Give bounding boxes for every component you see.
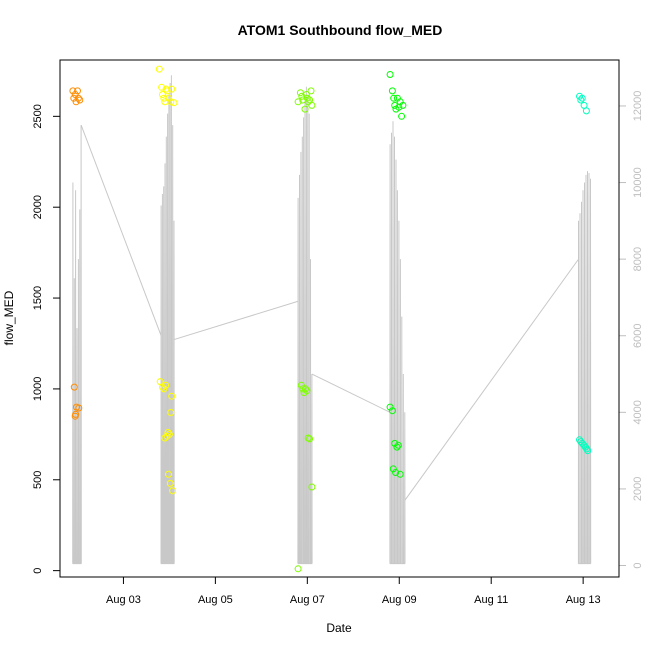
data-point xyxy=(158,83,166,91)
data-point xyxy=(581,443,589,451)
data-point xyxy=(164,429,172,436)
data-point xyxy=(306,435,314,443)
volume-line-segment xyxy=(389,121,406,565)
data-point xyxy=(303,94,311,102)
data-point xyxy=(168,85,176,93)
data-point xyxy=(169,487,177,495)
data-point xyxy=(393,443,401,451)
volume-line-connector xyxy=(404,258,579,501)
data-point xyxy=(388,87,396,95)
data-point xyxy=(304,98,312,106)
y2-tick-label: 0 xyxy=(632,562,644,568)
x-tick-label: Aug 05 xyxy=(198,594,233,606)
data-point xyxy=(74,94,82,102)
data-point xyxy=(307,87,315,95)
data-point xyxy=(165,470,172,478)
y2-tick-label: 12000 xyxy=(632,91,644,122)
y-tick-label: 2000 xyxy=(32,195,44,219)
y-tick-label: 0 xyxy=(32,568,44,574)
y-axis-label: flow_MED xyxy=(2,290,16,345)
data-point xyxy=(391,439,399,447)
volume-line-connector xyxy=(311,373,391,413)
data-point xyxy=(398,112,406,120)
data-point xyxy=(584,447,592,455)
data-point xyxy=(389,465,397,473)
volume-line-segment xyxy=(160,75,175,565)
data-point xyxy=(399,101,407,109)
data-point xyxy=(155,65,163,73)
data-point xyxy=(392,469,400,476)
data-point xyxy=(74,87,81,95)
y2-tick-label: 2000 xyxy=(632,477,644,501)
x-axis-label: Date xyxy=(326,621,352,635)
y-tick-label: 500 xyxy=(32,471,44,489)
y-tick-label: 2500 xyxy=(32,104,44,128)
data-point xyxy=(160,385,168,393)
data-point xyxy=(70,383,78,391)
chart-title: ATOM1 Southbound flow_MED xyxy=(238,22,443,38)
data-point xyxy=(163,432,171,440)
data-point xyxy=(391,101,399,109)
data-point xyxy=(394,441,402,449)
x-tick-label: Aug 07 xyxy=(290,594,325,606)
data-point xyxy=(167,409,175,416)
y2-tick-label: 6000 xyxy=(632,323,644,347)
data-point xyxy=(294,565,302,573)
data-point xyxy=(308,483,316,491)
data-point xyxy=(72,410,80,418)
data-point xyxy=(308,101,316,109)
data-point xyxy=(75,404,83,412)
data-point xyxy=(294,98,302,106)
volume-line-connector xyxy=(80,124,162,336)
y2-tick-label: 8000 xyxy=(632,247,644,271)
data-point xyxy=(396,470,404,478)
data-point xyxy=(160,94,168,102)
x-tick-label: Aug 11 xyxy=(474,594,508,606)
data-point xyxy=(162,381,170,389)
points-layer xyxy=(69,65,592,573)
volume-line-segment xyxy=(577,171,592,565)
y-tick-label: 1500 xyxy=(32,286,44,310)
data-point xyxy=(161,434,169,442)
data-point xyxy=(72,98,80,106)
data-point xyxy=(303,387,311,395)
y-tick-label: 1000 xyxy=(32,377,44,401)
data-point xyxy=(301,105,309,113)
data-point xyxy=(386,403,394,411)
data-point xyxy=(165,94,172,102)
x-tick-label: Aug 13 xyxy=(566,594,601,606)
data-point xyxy=(163,87,171,95)
data-point xyxy=(69,87,77,95)
y2-tick-label: 10000 xyxy=(632,167,644,198)
data-point xyxy=(165,430,173,438)
data-point xyxy=(302,91,310,98)
data-point xyxy=(386,71,394,78)
data-point xyxy=(388,407,396,415)
data-point xyxy=(582,107,590,115)
data-point xyxy=(159,91,166,98)
data-point xyxy=(578,94,586,102)
data-point xyxy=(170,99,178,107)
data-point xyxy=(76,96,84,104)
data-point xyxy=(166,479,174,487)
data-point xyxy=(297,381,305,389)
data-point xyxy=(390,94,398,102)
y2-tick-label: 4000 xyxy=(632,400,644,424)
data-point xyxy=(302,385,309,393)
plot-frame xyxy=(59,59,620,578)
x-tick-label: Aug 09 xyxy=(382,594,417,606)
data-point xyxy=(577,96,585,104)
data-point xyxy=(299,385,307,393)
data-point xyxy=(167,98,175,106)
x-tick-label: Aug 03 xyxy=(106,594,141,606)
data-point xyxy=(304,434,312,442)
data-point xyxy=(168,392,176,400)
volume-line-segment xyxy=(72,125,82,565)
volume-line-connector xyxy=(173,300,299,341)
